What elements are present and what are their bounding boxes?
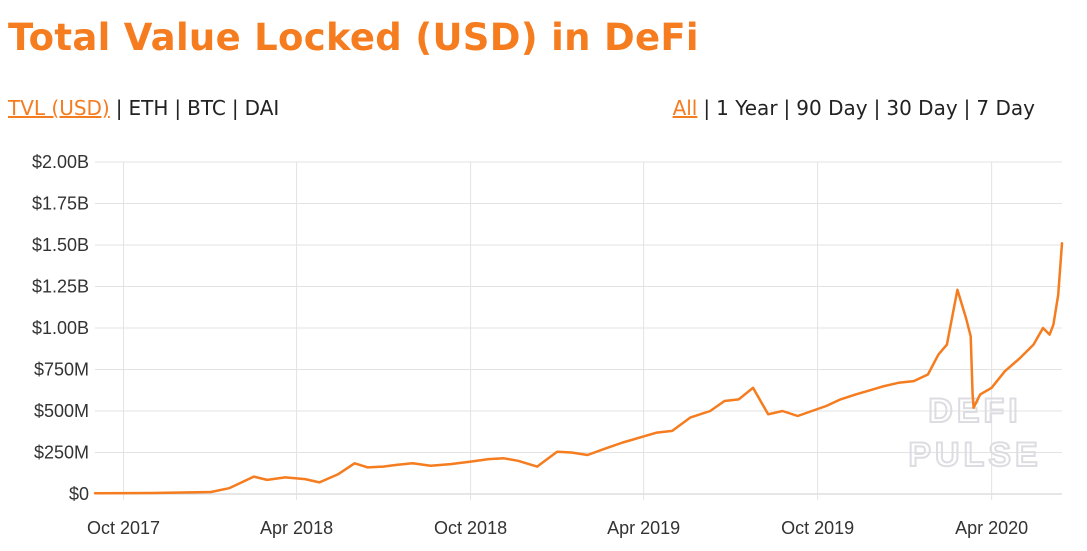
watermark-text: PULSE: [908, 436, 1041, 474]
chart-grid: [95, 161, 1062, 500]
tab-separator: |: [174, 96, 182, 120]
tvl-series-line: [93, 242, 1064, 495]
x-tick-label: Apr 2019: [607, 518, 680, 538]
x-tick-label: Oct 2019: [781, 518, 854, 538]
y-tick-label: $500M: [34, 401, 89, 421]
metric-tabs: TVL (USD) | ETH | BTC | DAI: [8, 96, 279, 120]
tab-btc[interactable]: BTC: [187, 96, 226, 120]
x-tick-label: Oct 2017: [87, 518, 160, 538]
range-30-day[interactable]: 30 Day: [886, 96, 958, 120]
tab-separator: |: [963, 96, 971, 120]
y-tick-label: $1.25B: [32, 277, 89, 297]
x-tick-label: Apr 2020: [955, 518, 1028, 538]
tab-dai[interactable]: DAI: [244, 96, 280, 120]
tab-separator: |: [703, 96, 711, 120]
page-title: Total Value Locked (USD) in DeFi: [8, 16, 699, 59]
x-tick-label: Oct 2018: [434, 518, 507, 538]
tab-separator: |: [231, 96, 239, 120]
range-tabs: All | 1 Year | 90 Day | 30 Day | 7 Day: [673, 96, 1035, 120]
y-tick-label: $1.50B: [32, 235, 89, 255]
range-90-day[interactable]: 90 Day: [796, 96, 868, 120]
tab-tvl-usd[interactable]: TVL (USD): [8, 96, 110, 120]
y-tick-label: $1.00B: [32, 318, 89, 338]
tab-eth[interactable]: ETH: [128, 96, 169, 120]
range-1-year[interactable]: 1 Year: [716, 96, 778, 120]
y-tick-label: $0: [69, 484, 89, 504]
y-tick-label: $2.00B: [32, 152, 89, 172]
tab-separator: |: [873, 96, 881, 120]
x-axis: Oct 2017 Apr 2018 Oct 2018 Apr 2019 Oct 2019…: [87, 518, 1028, 538]
range-all[interactable]: All: [672, 96, 698, 120]
y-tick-label: $750M: [34, 360, 89, 380]
y-tick-label: $250M: [34, 443, 89, 463]
y-tick-label: $1.75B: [32, 194, 89, 214]
chart-series: [93, 242, 1064, 495]
watermark-text: DEFI: [928, 392, 1021, 430]
tab-separator: |: [783, 96, 791, 120]
range-7-day[interactable]: 7 Day: [976, 96, 1035, 120]
y-axis: $0 $250M $500M $750M $1.00B $1.25B $1.50B $1.75…: [32, 152, 89, 504]
x-tick-label: Apr 2018: [260, 518, 333, 538]
tab-separator: |: [115, 96, 123, 120]
